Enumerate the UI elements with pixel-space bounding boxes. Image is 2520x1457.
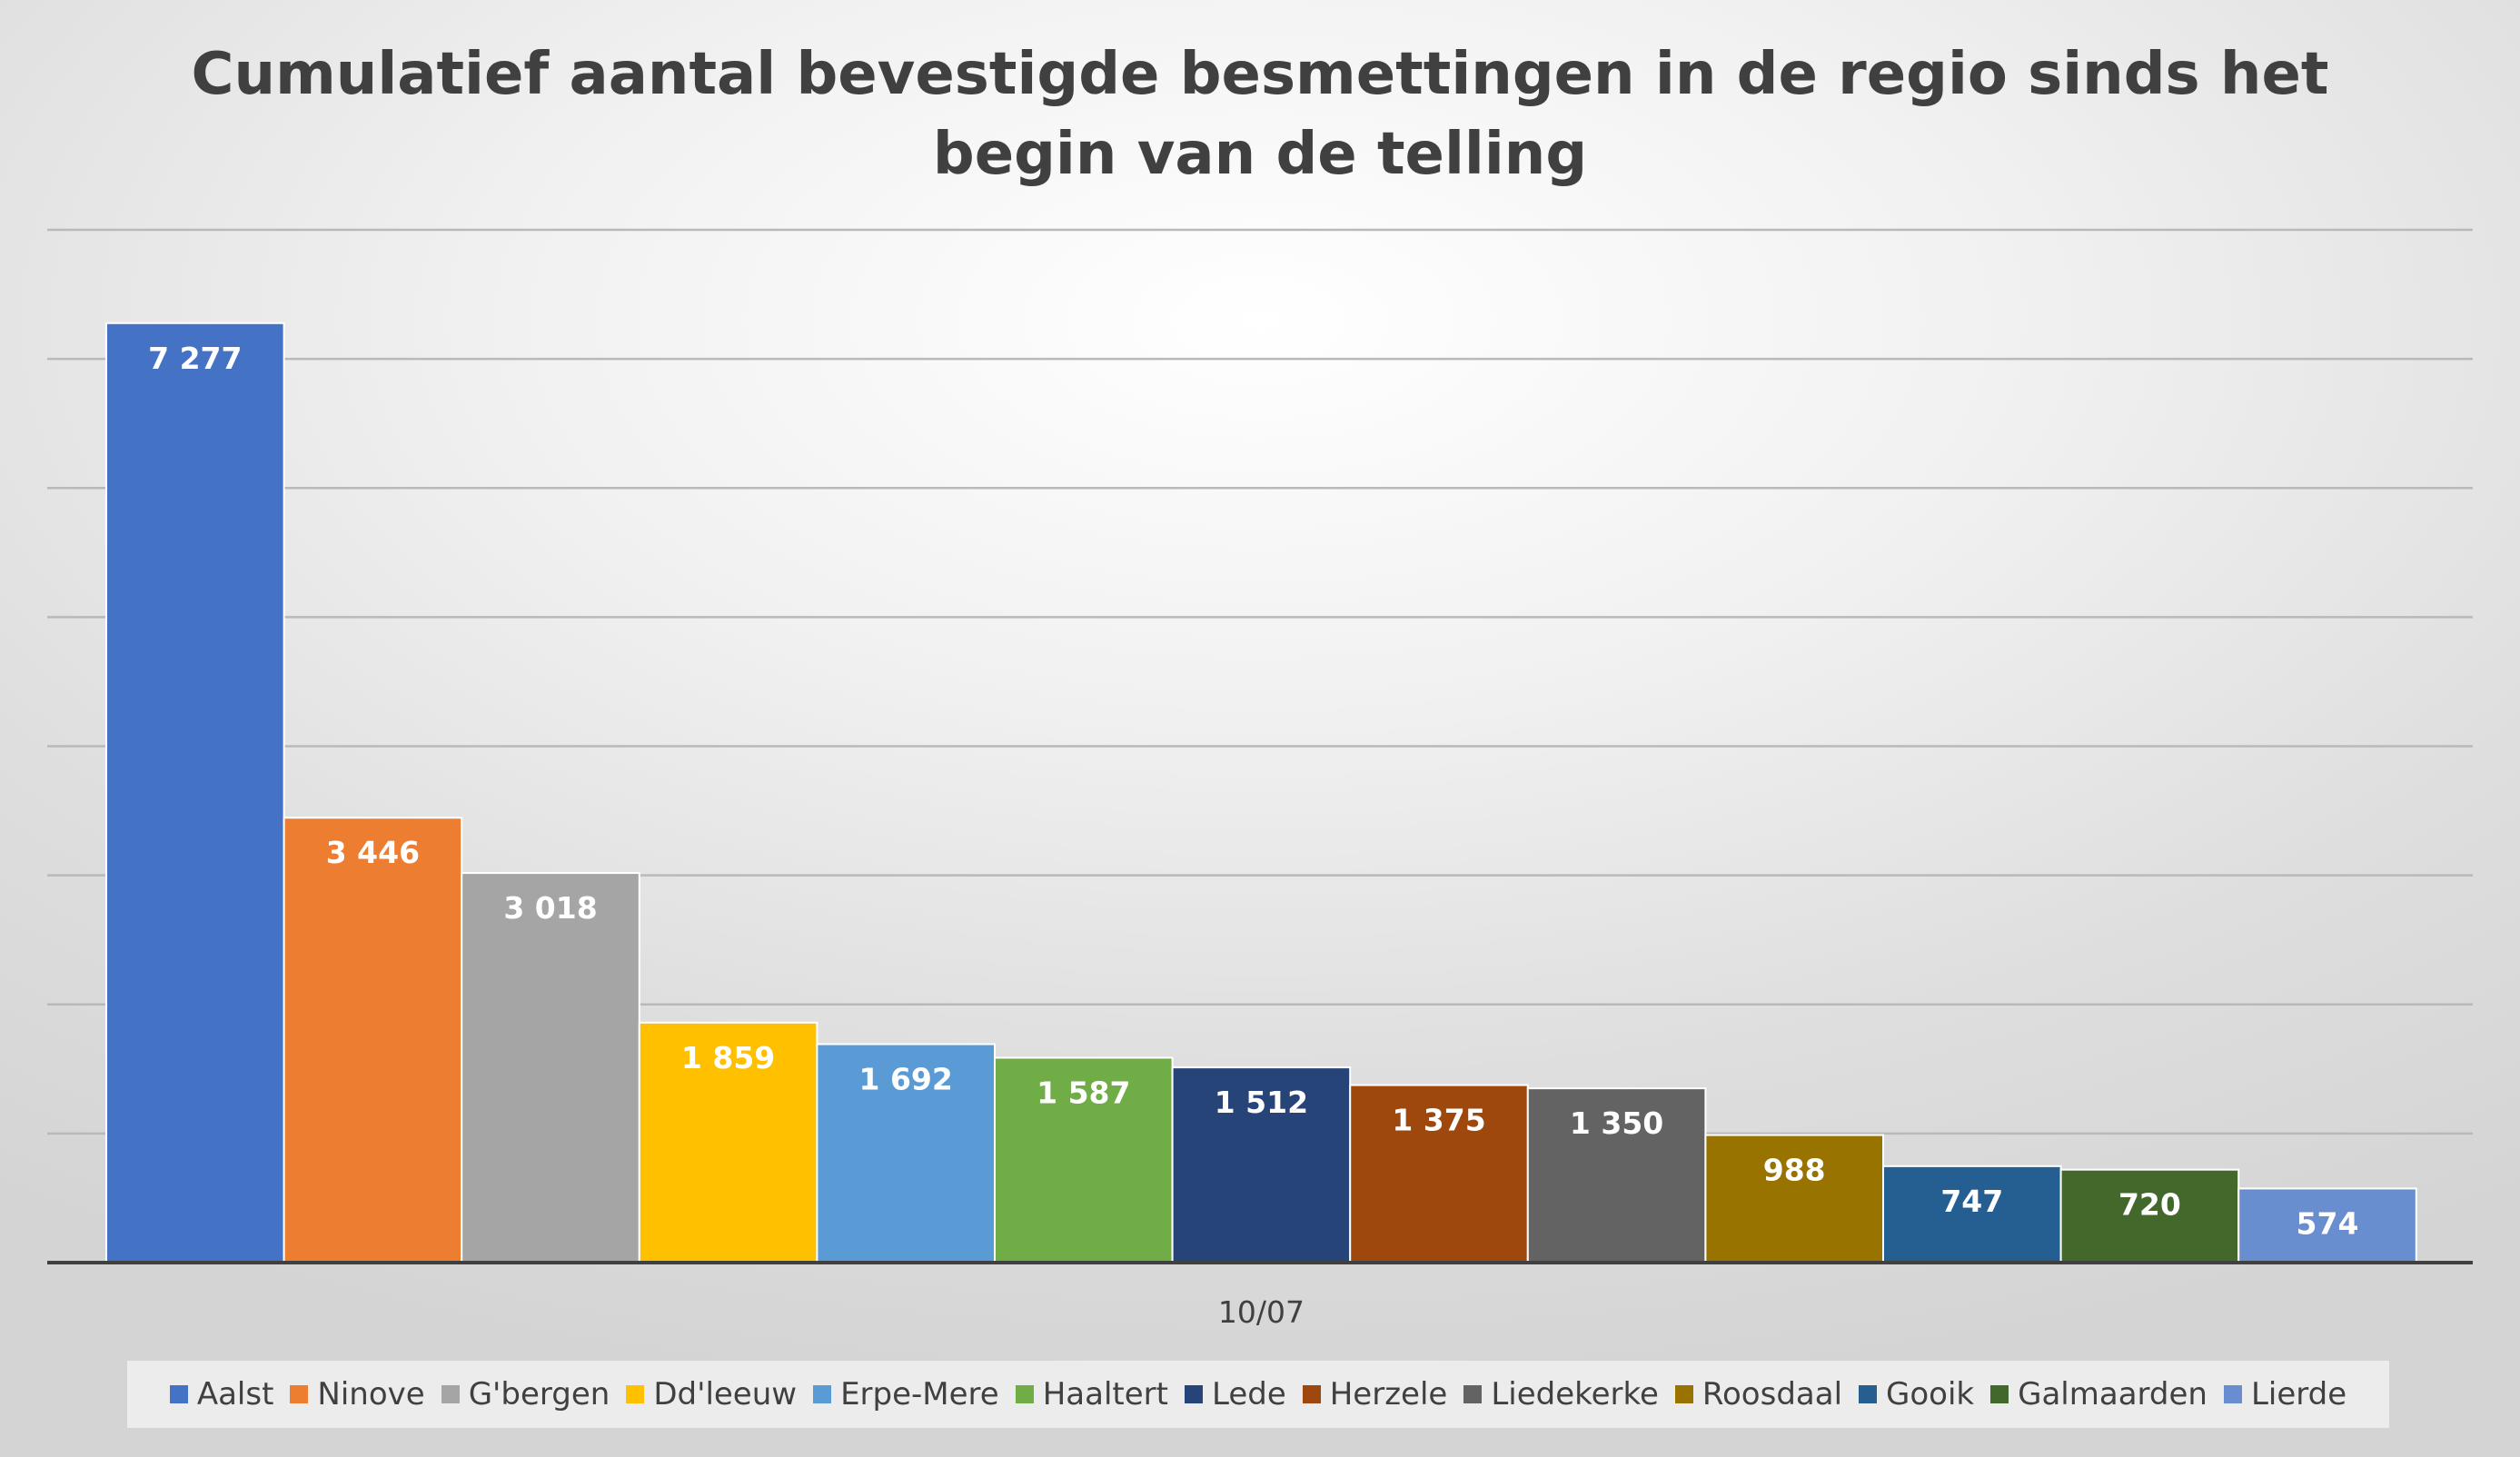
legend-label: G'bergen — [468, 1376, 610, 1412]
legend-label: Roosdaal — [1701, 1376, 1843, 1412]
legend-label: Aalst — [196, 1376, 274, 1412]
legend-item: Erpe-Mere — [813, 1376, 999, 1412]
legend-swatch — [1302, 1385, 1321, 1403]
data-label: 1 375 — [1392, 1103, 1485, 1138]
legend-swatch — [2223, 1385, 2242, 1403]
legend-label: Lede — [1211, 1376, 1286, 1412]
legend-swatch — [626, 1385, 645, 1403]
legend-item: Liedekerke — [1463, 1376, 1659, 1412]
data-label: 988 — [1763, 1153, 1826, 1188]
legend-item: Gooik — [1859, 1376, 1974, 1412]
legend-swatch — [1859, 1385, 1878, 1403]
legend-label: Erpe-Mere — [840, 1376, 999, 1412]
data-label: 720 — [2118, 1187, 2181, 1223]
legend-label: Liedekerke — [1491, 1376, 1659, 1412]
legend-swatch — [1184, 1385, 1203, 1403]
legend-label: Ninove — [317, 1376, 425, 1412]
legend-label: Gooik — [1886, 1376, 1975, 1412]
legend-swatch — [1015, 1385, 1034, 1403]
legend-item: Aalst — [169, 1376, 274, 1412]
legend-item: Dd'leeuw — [626, 1376, 797, 1412]
legend-swatch — [1990, 1385, 2009, 1403]
legend-item: Galmaarden — [1990, 1376, 2207, 1412]
legend-swatch — [1463, 1385, 1483, 1403]
x-tick-label: 10/07 — [1218, 1294, 1305, 1330]
bar-ninove — [283, 817, 463, 1264]
bar-g-bergen — [461, 872, 640, 1264]
legend-item: Roosdaal — [1674, 1376, 1843, 1412]
legend-label: Lierde — [2250, 1376, 2347, 1412]
data-label: 7 277 — [148, 341, 242, 376]
bar-lierde — [2237, 1187, 2417, 1264]
bar-roosdaal — [1704, 1134, 1885, 1264]
legend-label: Galmaarden — [2018, 1376, 2207, 1412]
data-label: 3 446 — [326, 835, 420, 870]
legend-swatch — [813, 1385, 832, 1403]
legend-swatch — [169, 1385, 188, 1403]
data-label: 574 — [2297, 1205, 2359, 1241]
data-label: 1 587 — [1037, 1075, 1130, 1110]
legend-item: Herzele — [1302, 1376, 1448, 1412]
legend-swatch — [441, 1385, 460, 1403]
legend-label: Herzele — [1329, 1376, 1448, 1412]
legend-swatch — [1674, 1385, 1693, 1403]
bar-gooik — [1882, 1165, 2062, 1264]
data-label: 1 350 — [1570, 1105, 1663, 1141]
bar-liedekerke — [1526, 1087, 1707, 1264]
bar-herzele — [1349, 1084, 1529, 1264]
legend-item: Lede — [1184, 1376, 1286, 1412]
legend-item: Haaltert — [1015, 1376, 1168, 1412]
data-label: 1 512 — [1215, 1085, 1308, 1120]
legend-label: Haaltert — [1042, 1376, 1168, 1412]
chart-title: Cumulatief aantal bevestigde besmettinge… — [191, 41, 2329, 188]
chart-legend: Aalst Ninove G'bergen Dd'leeuw Erpe-Mere Haal… — [127, 1361, 2389, 1428]
data-label: 1 692 — [859, 1062, 953, 1097]
bar-aalst — [105, 322, 285, 1264]
legend-item: G'bergen — [441, 1376, 610, 1412]
data-label: 3 018 — [503, 890, 597, 926]
data-label: 1 859 — [681, 1040, 775, 1075]
legend-item: Ninove — [290, 1376, 425, 1412]
bar-galmaarden — [2059, 1168, 2240, 1264]
legend-item: Lierde — [2223, 1376, 2347, 1412]
legend-label: Dd'leeuw — [653, 1376, 798, 1412]
legend-swatch — [290, 1385, 309, 1403]
data-label: 747 — [1940, 1184, 2003, 1219]
bar-haaltert — [994, 1056, 1174, 1264]
